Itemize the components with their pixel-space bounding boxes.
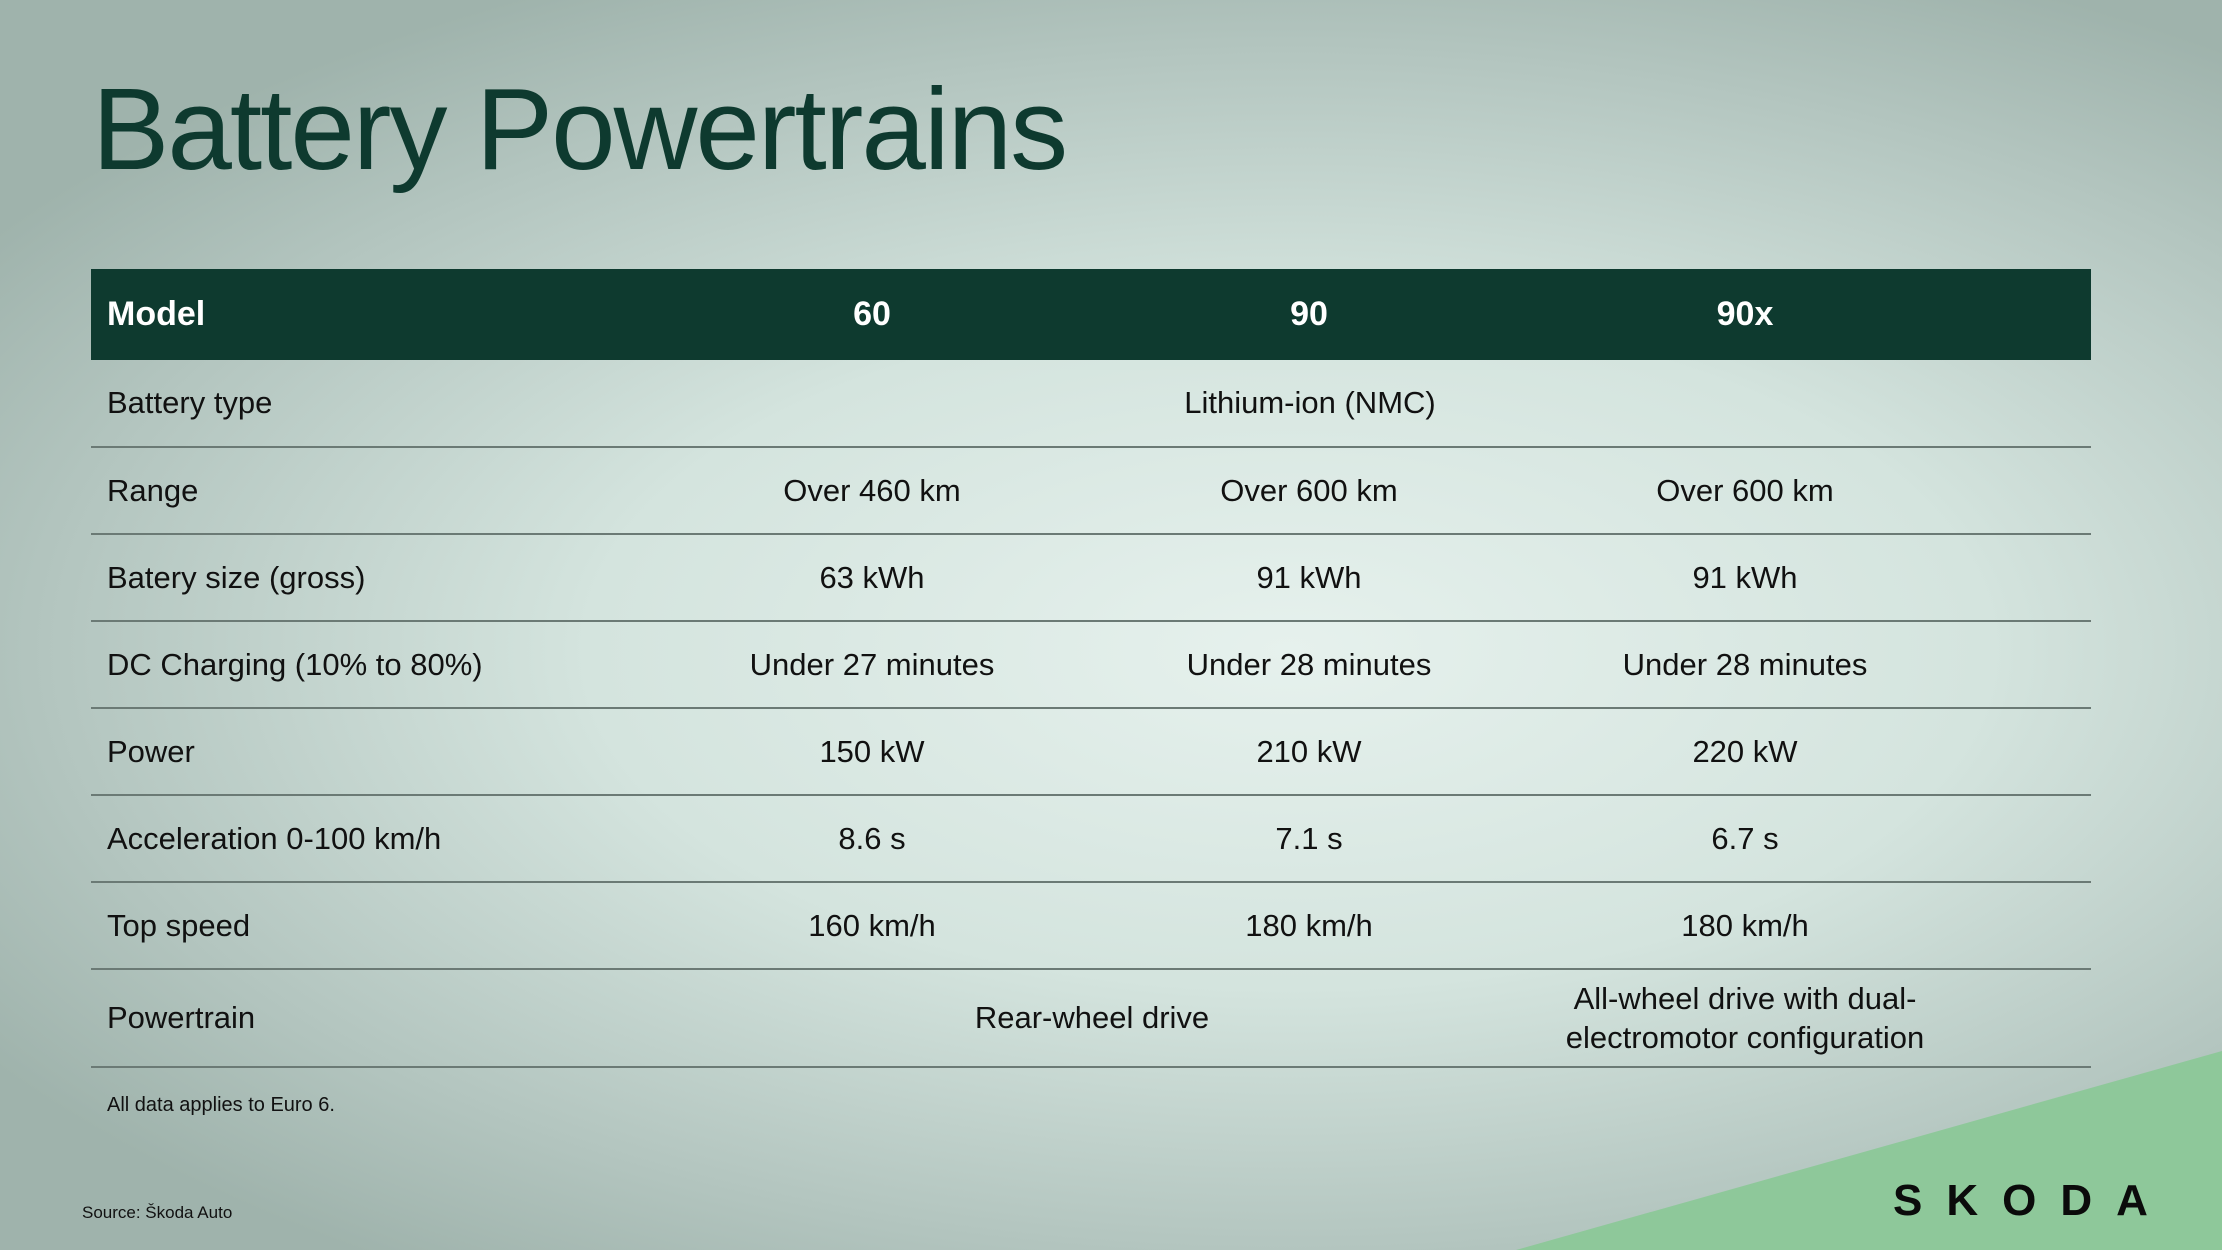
cell-value: 180 km/h [1681,907,1809,943]
cell-value: Lithium-ion (NMC) [1184,385,1436,420]
row-label: DC Charging (10% to 80%) [107,646,483,682]
cell-value: 6.7 s [1711,820,1779,856]
row-label: Powertrain [107,1000,256,1035]
footnote: All data applies to Euro 6. [107,1094,335,1116]
table-row: Power 150 kW 210 kW 220 kW [91,709,2091,796]
row-label: Battery type [107,385,273,420]
cell-value: 7.1 s [1275,820,1343,856]
table-row: Range Over 460 km Over 600 km Over 600 k… [91,448,2091,535]
cell-value: 91 kWh [1256,559,1362,595]
cell-value: 8.6 s [838,820,906,856]
row-label: Range [107,472,199,508]
row-label: Acceleration 0-100 km/h [107,820,442,856]
cell-value: 91 kWh [1692,559,1798,595]
table-row: Powertrain Rear-wheel drive All-wheel dr… [91,970,2091,1068]
cell-value: 160 km/h [808,907,936,943]
table-row: Batery size (gross) 63 kWh 91 kWh 91 kWh [91,535,2091,622]
table-row: DC Charging (10% to 80%) Under 27 minute… [91,622,2091,709]
page-title: Battery Powertrains [92,64,1068,194]
row-label: Batery size (gross) [107,559,366,595]
cell-value: 220 kW [1692,733,1798,769]
source-note: Source: Škoda Auto [82,1203,233,1222]
header-60: 60 [853,295,891,333]
row-label: Power [107,733,195,769]
cell-value: Under 28 minutes [1622,646,1868,682]
table-header: Model 60 90 90x [91,269,2091,360]
cell-value: All-wheel drive with dual-electromotor c… [1565,981,1925,1055]
specs-table: Model 60 90 90x Battery type Lithium-ion… [91,269,2091,1068]
cell-value: 180 km/h [1245,907,1373,943]
cell-value: 150 kW [819,733,925,769]
cell-value: Over 460 km [783,472,961,508]
cell-value: Rear-wheel drive [974,1000,1210,1035]
skoda-logo: SKODA [1893,1176,2172,1225]
cell-value: Over 600 km [1656,472,1834,508]
table-row: Battery type Lithium-ion (NMC) [91,360,2091,448]
header-90: 90 [1290,295,1328,333]
header-model: Model [107,295,206,333]
cell-value: 210 kW [1256,733,1362,769]
cell-value: Under 28 minutes [1186,646,1432,682]
header-90x: 90x [1716,295,1774,333]
table-row: Acceleration 0-100 km/h 8.6 s 7.1 s 6.7 … [91,796,2091,883]
row-label: Top speed [107,907,251,943]
cell-value: 63 kWh [819,559,925,595]
cell-value: Over 600 km [1220,472,1398,508]
cell-value: Under 27 minutes [749,646,995,682]
table-row: Top speed 160 km/h 180 km/h 180 km/h [91,883,2091,970]
